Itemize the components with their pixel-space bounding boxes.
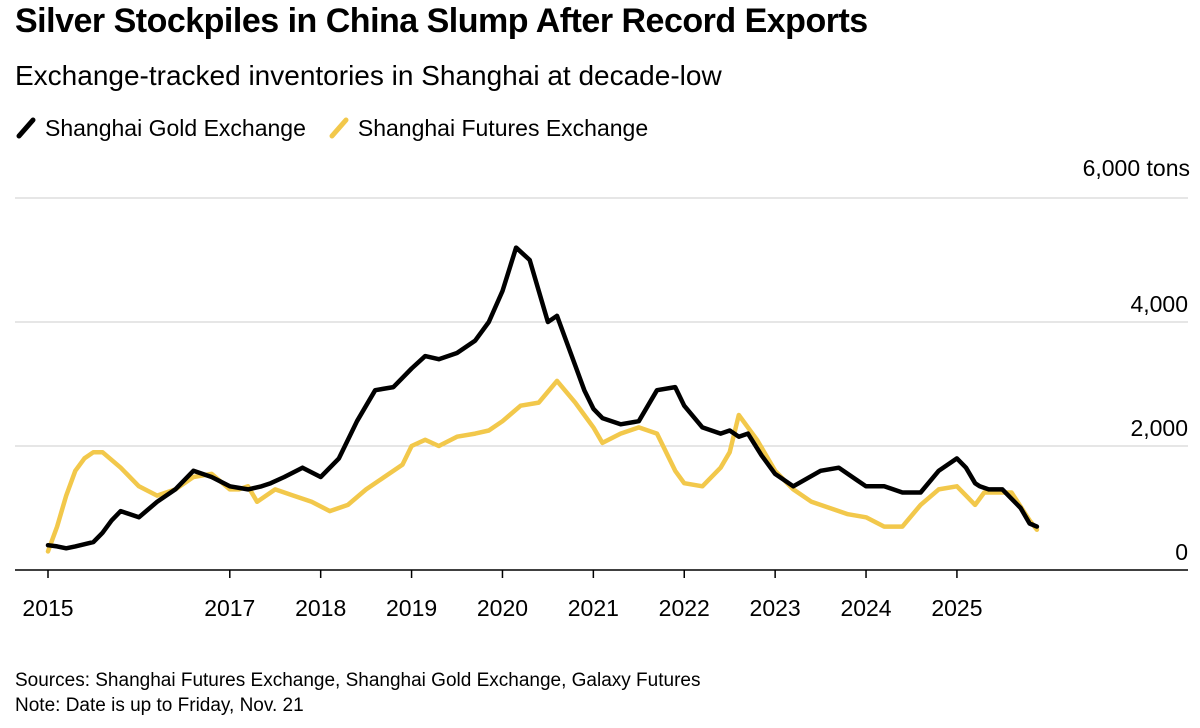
- sources-note: Sources: Shanghai Futures Exchange, Shan…: [15, 670, 701, 691]
- y-tick-label: 4,000: [1130, 291, 1188, 317]
- chart-title: Silver Stockpiles in China Slump After R…: [15, 2, 868, 40]
- legend-swatch-shfe: [329, 117, 349, 139]
- y-tick-label: 0: [1175, 539, 1188, 565]
- y-tick-label: 2,000: [1130, 415, 1188, 441]
- legend: Shanghai Gold Exchange Shanghai Futures …: [15, 112, 670, 144]
- legend-swatch-sge: [16, 117, 36, 139]
- series-line-sge: [45, 245, 1040, 551]
- legend-item-sge: Shanghai Gold Exchange: [15, 115, 306, 142]
- legend-label-sge: Shanghai Gold Exchange: [45, 114, 306, 141]
- legend-item-shfe: Shanghai Futures Exchange: [328, 115, 648, 142]
- x-tick-label: 2019: [386, 595, 437, 621]
- series-line-shfe: [45, 378, 1040, 554]
- y-top-tick-label: 6,000: [1082, 155, 1141, 181]
- x-tick-label: 2022: [659, 595, 710, 621]
- x-tick-label: 2021: [568, 595, 619, 621]
- legend-label-shfe: Shanghai Futures Exchange: [357, 114, 649, 141]
- x-tick-label: 2024: [840, 595, 891, 621]
- x-tick-label: 2025: [931, 595, 982, 621]
- chart-subtitle: Exchange-tracked inventories in Shanghai…: [15, 60, 722, 91]
- x-tick-label: 2017: [204, 595, 255, 621]
- x-tick-label: 2023: [750, 595, 801, 621]
- date-note: Note: Date is up to Friday, Nov. 21: [15, 695, 304, 716]
- y-unit-label: 6,000 tons: [1083, 155, 1190, 182]
- x-tick-label: 2020: [477, 595, 528, 621]
- y-unit: tons: [1146, 155, 1190, 181]
- x-tick-label: 2018: [295, 595, 346, 621]
- x-tick-label: 2015: [22, 595, 73, 621]
- footer: Sources: Shanghai Futures Exchange, Shan…: [15, 668, 700, 718]
